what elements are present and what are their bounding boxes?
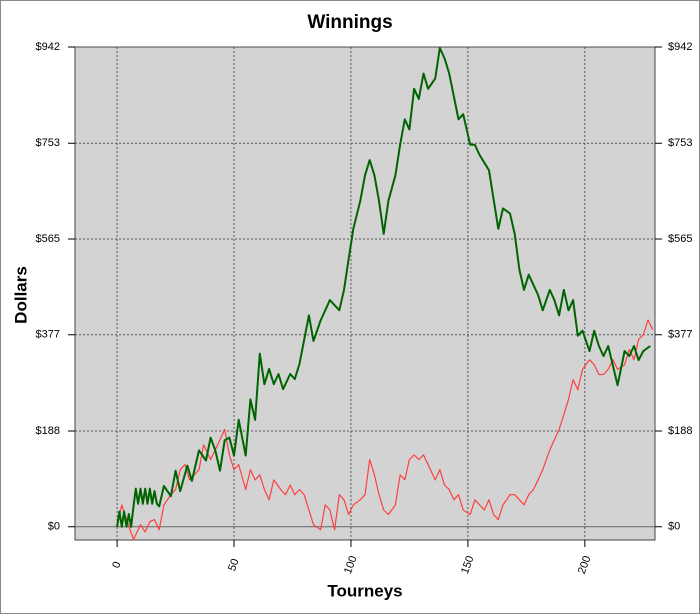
y-tick-label: $0 <box>48 521 60 533</box>
y2-tick-label: $565 <box>668 233 692 245</box>
y-tick-label: $188 <box>36 425 60 437</box>
series-line <box>116 47 651 528</box>
plot-area <box>74 46 656 541</box>
y2-tick-label: $0 <box>668 521 680 533</box>
x-tick-label: 50 <box>226 557 241 573</box>
y2-tick-label: $377 <box>668 329 692 341</box>
y-tick-label: $753 <box>36 137 60 149</box>
x-axis-title: Tourneys <box>327 581 402 600</box>
chart-title: Winnings <box>307 12 392 33</box>
series-line <box>116 319 654 541</box>
y2-tick-label: $753 <box>668 137 692 149</box>
y-tick-label: $377 <box>36 329 60 341</box>
x-tick-label: 0 <box>110 560 123 570</box>
y-tick-label: $565 <box>36 233 60 245</box>
x-tick-label: 150 <box>459 554 477 575</box>
y2-tick-label: $188 <box>668 425 692 437</box>
y2-tick-label: $942 <box>668 41 692 53</box>
y-axis-title: Dollars <box>11 266 30 324</box>
x-tick-label: 100 <box>342 554 360 575</box>
y-tick-label: $942 <box>36 41 60 53</box>
x-tick-label: 200 <box>576 554 594 575</box>
